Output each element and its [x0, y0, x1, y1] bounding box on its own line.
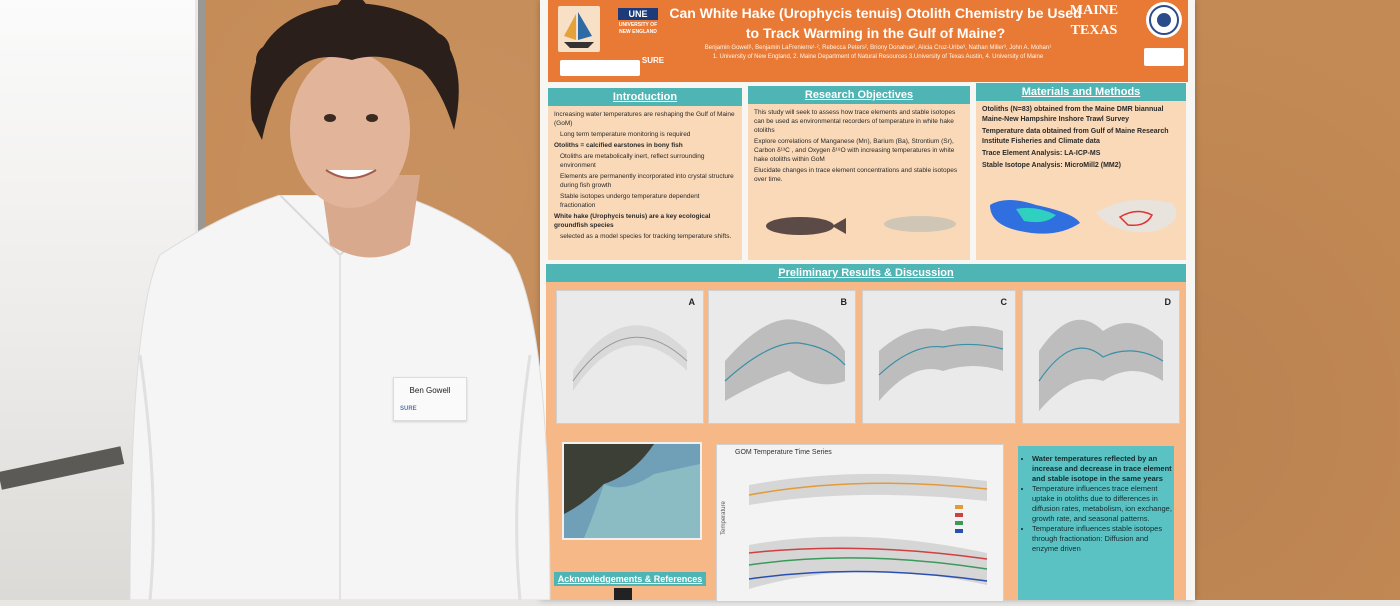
poster-authors: Benjamin Gowell¹, Benjamin LaFrenierre¹·…	[668, 44, 1088, 62]
introduction-body: Increasing water temperatures are reshap…	[554, 110, 736, 243]
method-item: Stable Isotope Analysis: MicroMill2 (MM2…	[982, 162, 1121, 169]
introduction-section: Introduction Increasing water temperatur…	[548, 88, 742, 260]
white-shirt	[129, 195, 551, 600]
objectives-heading: Research Objectives	[748, 86, 970, 104]
gom-chart-plot	[748, 473, 988, 589]
intro-bullet: Otoliths = calcified earstones in bony f…	[554, 142, 683, 149]
acknowledgements-heading: Acknowledgements & References	[554, 572, 706, 586]
une-wordmark: UNE UNIVERSITY OF NEW ENGLAND	[618, 8, 658, 44]
gom-chart-title: GOM Temperature Time Series	[735, 449, 832, 456]
conclusions-list: Water temperatures reflected by an incre…	[1018, 454, 1174, 554]
conclusions-box: Water temperatures reflected by an incre…	[1018, 446, 1174, 600]
panel-b-plot	[724, 319, 846, 401]
gom-chart-ylabel: Temperature	[720, 501, 727, 535]
name-tag-logo: SURE	[400, 406, 417, 412]
conclusion-item: Temperature influences stable isotopes t…	[1032, 524, 1174, 554]
texas-logo: TEXAS	[1048, 22, 1140, 42]
poster-title: Can White Hake (Urophycis tenuis) Otolit…	[669, 5, 1082, 41]
maine-logo: MAINE	[1048, 2, 1140, 22]
gom-temperature-chart: GOM Temperature Time Series Temperature	[716, 444, 1004, 602]
intro-bullet: Otoliths are metabolically inert, reflec…	[560, 153, 705, 169]
objectives-section: Research Objectives This study will seek…	[748, 86, 970, 260]
poster-author-list: Benjamin Gowell¹, Benjamin LaFrenierre¹·…	[704, 45, 1052, 51]
panel-c-letter: C	[1000, 297, 1008, 307]
objective-item: This study will seek to assess how trace…	[754, 109, 956, 134]
panel-a-letter: A	[688, 297, 696, 307]
fish-illustration	[766, 216, 956, 235]
methods-section: Materials and Methods Otoliths (N=83) ob…	[976, 83, 1186, 260]
method-item: Temperature data obtained from Gulf of M…	[982, 128, 1169, 145]
method-item: Otoliths (N=83) obtained from the Maine …	[982, 106, 1164, 123]
objective-item: Elucidate changes in trace element conce…	[754, 167, 958, 183]
qr-code	[614, 588, 632, 600]
intro-bullet: selected as a model species for tracking…	[560, 233, 732, 240]
intro-bullet: Long term temperature monitoring is requ…	[560, 131, 691, 138]
conclusion-item: Water temperatures reflected by an incre…	[1032, 454, 1174, 484]
une-logo	[558, 6, 600, 52]
name-tag-name: Ben Gowell	[409, 386, 451, 395]
une-subtext: UNIVERSITY OF NEW ENGLAND	[618, 22, 658, 35]
map-image	[564, 444, 700, 538]
panel-a-plot	[572, 325, 688, 391]
otolith-images	[990, 199, 1177, 234]
intro-bullet: Stable isotopes undergo temperature depe…	[560, 193, 700, 209]
results-section: Preliminary Results & Discussion A B C D	[546, 264, 1186, 602]
maine-text: MAINE	[1069, 3, 1119, 18]
panel-d-plot	[1038, 319, 1164, 411]
conclusion-item: Temperature influences trace element upt…	[1032, 484, 1174, 524]
introduction-heading: Introduction	[548, 88, 742, 106]
intro-bullet: Increasing water temperatures are reshap…	[554, 111, 735, 127]
sure-text: SURE	[641, 56, 665, 65]
poster-affiliations: 1. University of New England, 2. Maine D…	[712, 54, 1044, 60]
methods-body: Otoliths (N=83) obtained from the Maine …	[982, 105, 1180, 173]
gulf-of-maine-map	[562, 442, 702, 540]
texas-text: TEXAS	[1070, 23, 1118, 38]
name-tag: Ben Gowell SURE	[393, 377, 467, 421]
face	[290, 52, 410, 208]
panel-b-letter: B	[840, 297, 848, 307]
sure-logo: SURE	[640, 48, 666, 70]
sailboat-icon	[564, 12, 594, 48]
seal-icon	[1149, 5, 1179, 35]
panel-d-letter: D	[1164, 297, 1172, 307]
poster-header: UNE UNIVERSITY OF NEW ENGLAND SURE Can W…	[548, 0, 1188, 82]
presenter: Ben Gowell SURE	[120, 0, 560, 600]
state-seal	[1146, 2, 1182, 38]
panel-b-chart: B	[708, 290, 856, 424]
panel-d-chart: D	[1022, 290, 1180, 424]
dmr-logo	[1144, 48, 1184, 66]
lab-logo	[560, 60, 640, 76]
results-heading: Preliminary Results & Discussion	[546, 264, 1186, 282]
panel-a-chart: A	[556, 290, 704, 424]
intro-bullet: Elements are permanently incorporated in…	[560, 173, 734, 189]
objectives-body: This study will seek to assess how trace…	[754, 108, 964, 186]
curly-hair	[250, 0, 459, 141]
panel-c-chart: C	[862, 290, 1016, 424]
panel-c-plot	[878, 326, 1004, 401]
methods-heading: Materials and Methods	[976, 83, 1186, 101]
une-text: UNE	[618, 8, 658, 20]
objective-item: Explore correlations of Manganese (Mn), …	[754, 138, 955, 163]
intro-bullet: White hake (Urophycis tenuis) are a key …	[554, 213, 711, 229]
method-item: Trace Element Analysis: LA-ICP-MS	[982, 150, 1101, 157]
